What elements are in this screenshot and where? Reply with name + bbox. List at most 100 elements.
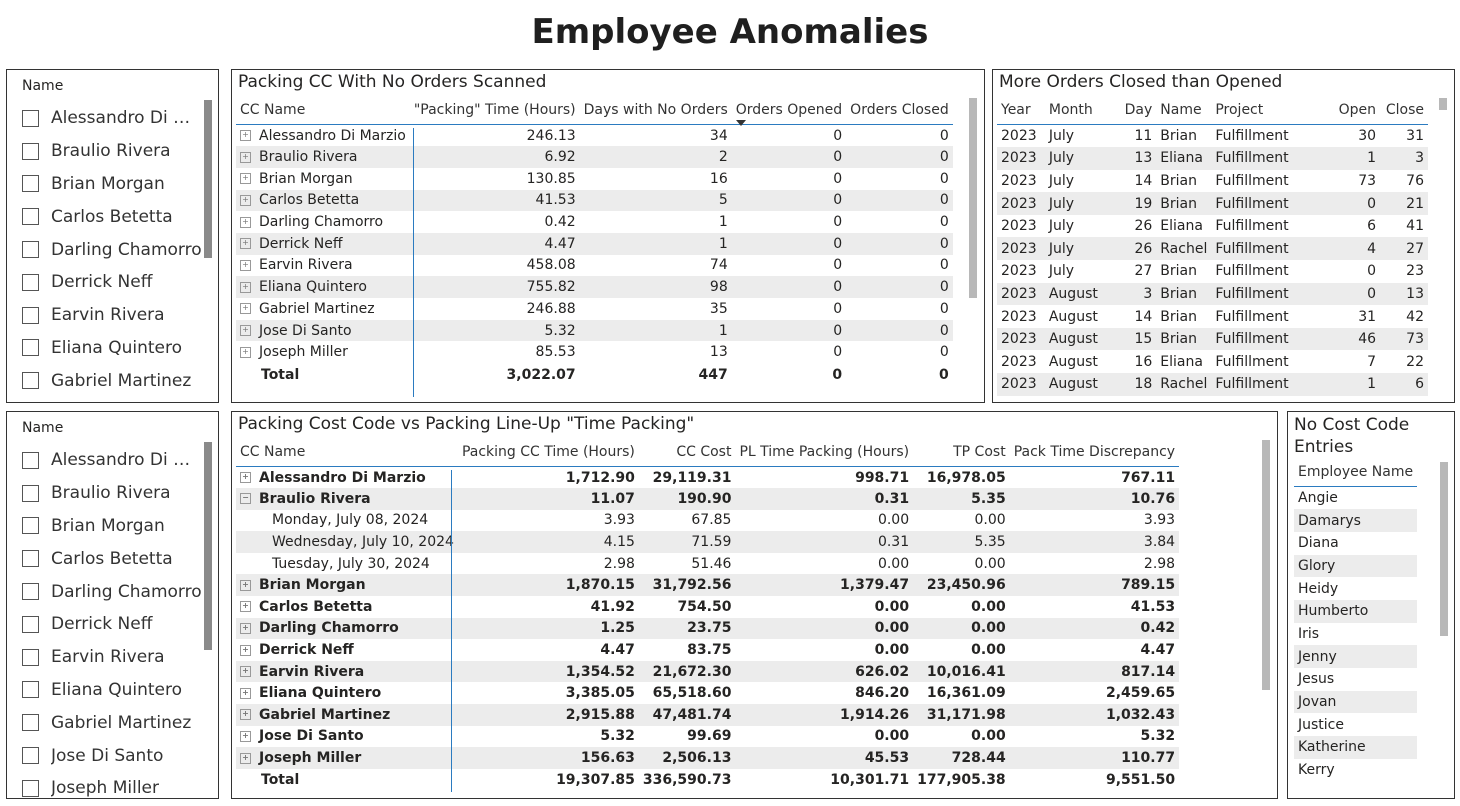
matrix-child-row[interactable]: Tuesday, July 30, 2024 2.98 51.46 0.00 0.00 2…	[236, 553, 1179, 575]
slicer-item[interactable]: Brian Morgan	[22, 510, 204, 543]
table-row[interactable]: 2023 July 14 Brian Fulfillment 73 76	[997, 170, 1428, 193]
table-row[interactable]: 2023 July 13 Eliana Fulfillment 1 3	[997, 147, 1428, 170]
slicer-item[interactable]: Carlos Betetta	[22, 200, 204, 233]
table-row[interactable]: Glory	[1294, 554, 1418, 578]
slicer-scrollbar[interactable]	[204, 100, 212, 258]
table-row[interactable]: Jovan	[1294, 690, 1418, 714]
table-row[interactable]: + Gabriel Martinez 246.88 35 0 0	[236, 298, 953, 320]
column-header-cc-cost[interactable]: CC Cost	[638, 438, 736, 467]
column-header-cc-name[interactable]: CC Name	[236, 96, 410, 125]
matrix-row[interactable]: + Gabriel Martinez 2,915.88 47,481.74 1,914.…	[236, 704, 1180, 726]
table-row[interactable]: Diana	[1294, 532, 1417, 555]
expand-icon[interactable]: +	[240, 346, 251, 358]
column-header-open[interactable]: Open	[1315, 96, 1381, 125]
matrix-row[interactable]: + Alessandro Di Marzio 1,712.90 29,119.31 99…	[236, 467, 1179, 489]
column-header-orders-closed[interactable]: Orders Closed	[846, 96, 953, 125]
table-row[interactable]: Justice	[1294, 713, 1417, 736]
checkbox[interactable]	[22, 615, 39, 633]
expand-icon[interactable]: +	[240, 666, 251, 678]
checkbox[interactable]	[22, 681, 39, 699]
expand-icon[interactable]: +	[240, 752, 251, 764]
slicer-item[interactable]: Carlos Betetta	[22, 542, 204, 575]
table-row[interactable]: 2023 July 26 Rachel Fulfillment 4 27	[997, 237, 1428, 261]
table-row[interactable]: 2023 August 14 Brian Fulfillment 31 42	[997, 305, 1428, 328]
slicer-item[interactable]: Gabriel Martinez	[22, 706, 204, 739]
slicer-item[interactable]: Jose Di Santo	[22, 739, 204, 772]
expand-icon[interactable]: +	[240, 216, 251, 228]
table-row[interactable]: 2023 August 16 Eliana Fulfillment 7 22	[997, 350, 1428, 373]
column-header-day[interactable]: Day	[1110, 96, 1157, 125]
slicer-item[interactable]: Braulio Rivera	[22, 135, 204, 168]
slicer-item[interactable]: Darling Chamorro	[22, 575, 204, 608]
table-scrollbar[interactable]	[1439, 98, 1447, 110]
table-row[interactable]: Kerry	[1294, 759, 1417, 782]
matrix-row[interactable]: + Jose Di Santo 5.32 99.69 0.00 0.00 5.32	[236, 726, 1179, 748]
matrix-child-row[interactable]: Monday, July 08, 2024 3.93 67.85 0.00 0.00 3.…	[236, 510, 1179, 532]
column-header-project[interactable]: Project	[1211, 96, 1316, 125]
table-row[interactable]: Damarys	[1294, 509, 1418, 532]
table-row[interactable]: Iris	[1294, 623, 1417, 646]
table-row[interactable]: 2023 August 15 Brian Fulfillment 46 73	[997, 327, 1428, 351]
table-scrollbar[interactable]	[1440, 462, 1448, 636]
matrix-row[interactable]: + Eliana Quintero 3,385.05 65,518.60 846.20 1…	[236, 682, 1179, 704]
checkbox[interactable]	[22, 175, 39, 193]
matrix-row[interactable]: − Braulio Rivera 11.07 190.90 0.31 5.35 10.76	[236, 488, 1180, 510]
checkbox[interactable]	[22, 779, 39, 797]
expand-icon[interactable]: +	[240, 238, 251, 250]
sort-desc-icon[interactable]	[736, 120, 746, 126]
expand-icon[interactable]: +	[240, 194, 251, 206]
slicer-item[interactable]: Eliana Quintero	[22, 332, 204, 365]
checkbox[interactable]	[22, 451, 39, 469]
checkbox[interactable]	[22, 517, 39, 535]
checkbox[interactable]	[22, 208, 39, 226]
checkbox[interactable]	[22, 339, 39, 357]
collapse-icon[interactable]: −	[240, 493, 251, 505]
expand-icon[interactable]: +	[240, 622, 251, 634]
column-header-days-with-no-orders[interactable]: Days with No Orders	[579, 96, 732, 125]
slicer-item[interactable]: Derrick Neff	[22, 266, 204, 299]
matrix-row[interactable]: + Darling Chamorro 1.25 23.75 0.00 0.00 0.42	[236, 617, 1180, 640]
table-row[interactable]: + Eliana Quintero 755.82 98 0 0	[236, 276, 953, 298]
table-row[interactable]: Katherine	[1294, 736, 1418, 759]
column-header-pl-time-packing-hours[interactable]: PL Time Packing (Hours)	[735, 438, 914, 467]
checkbox[interactable]	[22, 109, 39, 127]
table-row[interactable]: 2023 August 3 Brian Fulfillment 0 13	[997, 282, 1428, 306]
column-header-tp-cost[interactable]: TP Cost	[913, 438, 1010, 467]
table-row[interactable]: + Brian Morgan 130.85 16 0 0	[236, 168, 953, 190]
slicer-item[interactable]: Alessandro Di Mar...	[22, 444, 204, 477]
slicer-item[interactable]: Earvin Rivera	[22, 641, 204, 674]
column-header-close[interactable]: Close	[1380, 96, 1428, 125]
expand-icon[interactable]: +	[240, 281, 251, 293]
table-row[interactable]: + Alessandro Di Marzio 246.13 34 0 0	[236, 125, 953, 147]
table-row[interactable]: 2023 July 26 Eliana Fulfillment 6 41	[997, 215, 1428, 238]
checkbox[interactable]	[22, 142, 39, 160]
slicer-item[interactable]: Joseph Miller	[22, 772, 204, 798]
column-header-year[interactable]: Year	[997, 96, 1045, 125]
slicer-item[interactable]: Gabriel Martinez	[22, 364, 204, 397]
table-row[interactable]: Jesus	[1294, 668, 1417, 691]
table-row[interactable]: 2023 July 27 Brian Fulfillment 0 23	[997, 260, 1428, 283]
expand-icon[interactable]: +	[240, 472, 251, 484]
column-header-cc-name[interactable]: CC Name	[236, 438, 458, 467]
expand-icon[interactable]: +	[240, 173, 251, 185]
slicer-item[interactable]: Earvin Rivera	[22, 299, 204, 332]
matrix-row[interactable]: + Brian Morgan 1,870.15 31,792.56 1,379.47 23…	[236, 574, 1180, 597]
expand-icon[interactable]: +	[240, 644, 251, 656]
table-row[interactable]: + Earvin Rivera 458.08 74 0 0	[236, 255, 953, 277]
table-row[interactable]: + Joseph Miller 85.53 13 0 0	[236, 341, 953, 363]
slicer-item[interactable]: Derrick Neff	[22, 608, 204, 641]
table-row[interactable]: 2023 July 11 Brian Fulfillment 30 31	[997, 125, 1428, 148]
table-row[interactable]: + Carlos Betetta 41.53 5 0 0	[236, 189, 953, 212]
table-row[interactable]: + Derrick Neff 4.47 1 0 0	[236, 232, 953, 255]
expand-icon[interactable]: +	[240, 687, 251, 699]
matrix-row[interactable]: + Derrick Neff 4.47 83.75 0.00 0.00 4.47	[236, 639, 1179, 661]
checkbox[interactable]	[22, 306, 39, 324]
checkbox[interactable]	[22, 484, 39, 502]
matrix-child-row[interactable]: Wednesday, July 10, 2024 4.15 71.59 0.31 5.3…	[236, 531, 1180, 553]
slicer-item[interactable]: Braulio Rivera	[22, 477, 204, 510]
table-row[interactable]: Humberto	[1294, 599, 1418, 623]
table-row[interactable]: Angie	[1294, 487, 1417, 510]
expand-icon[interactable]: +	[240, 730, 251, 742]
expand-icon[interactable]: +	[240, 579, 251, 591]
slicer-scrollbar[interactable]	[204, 442, 212, 650]
